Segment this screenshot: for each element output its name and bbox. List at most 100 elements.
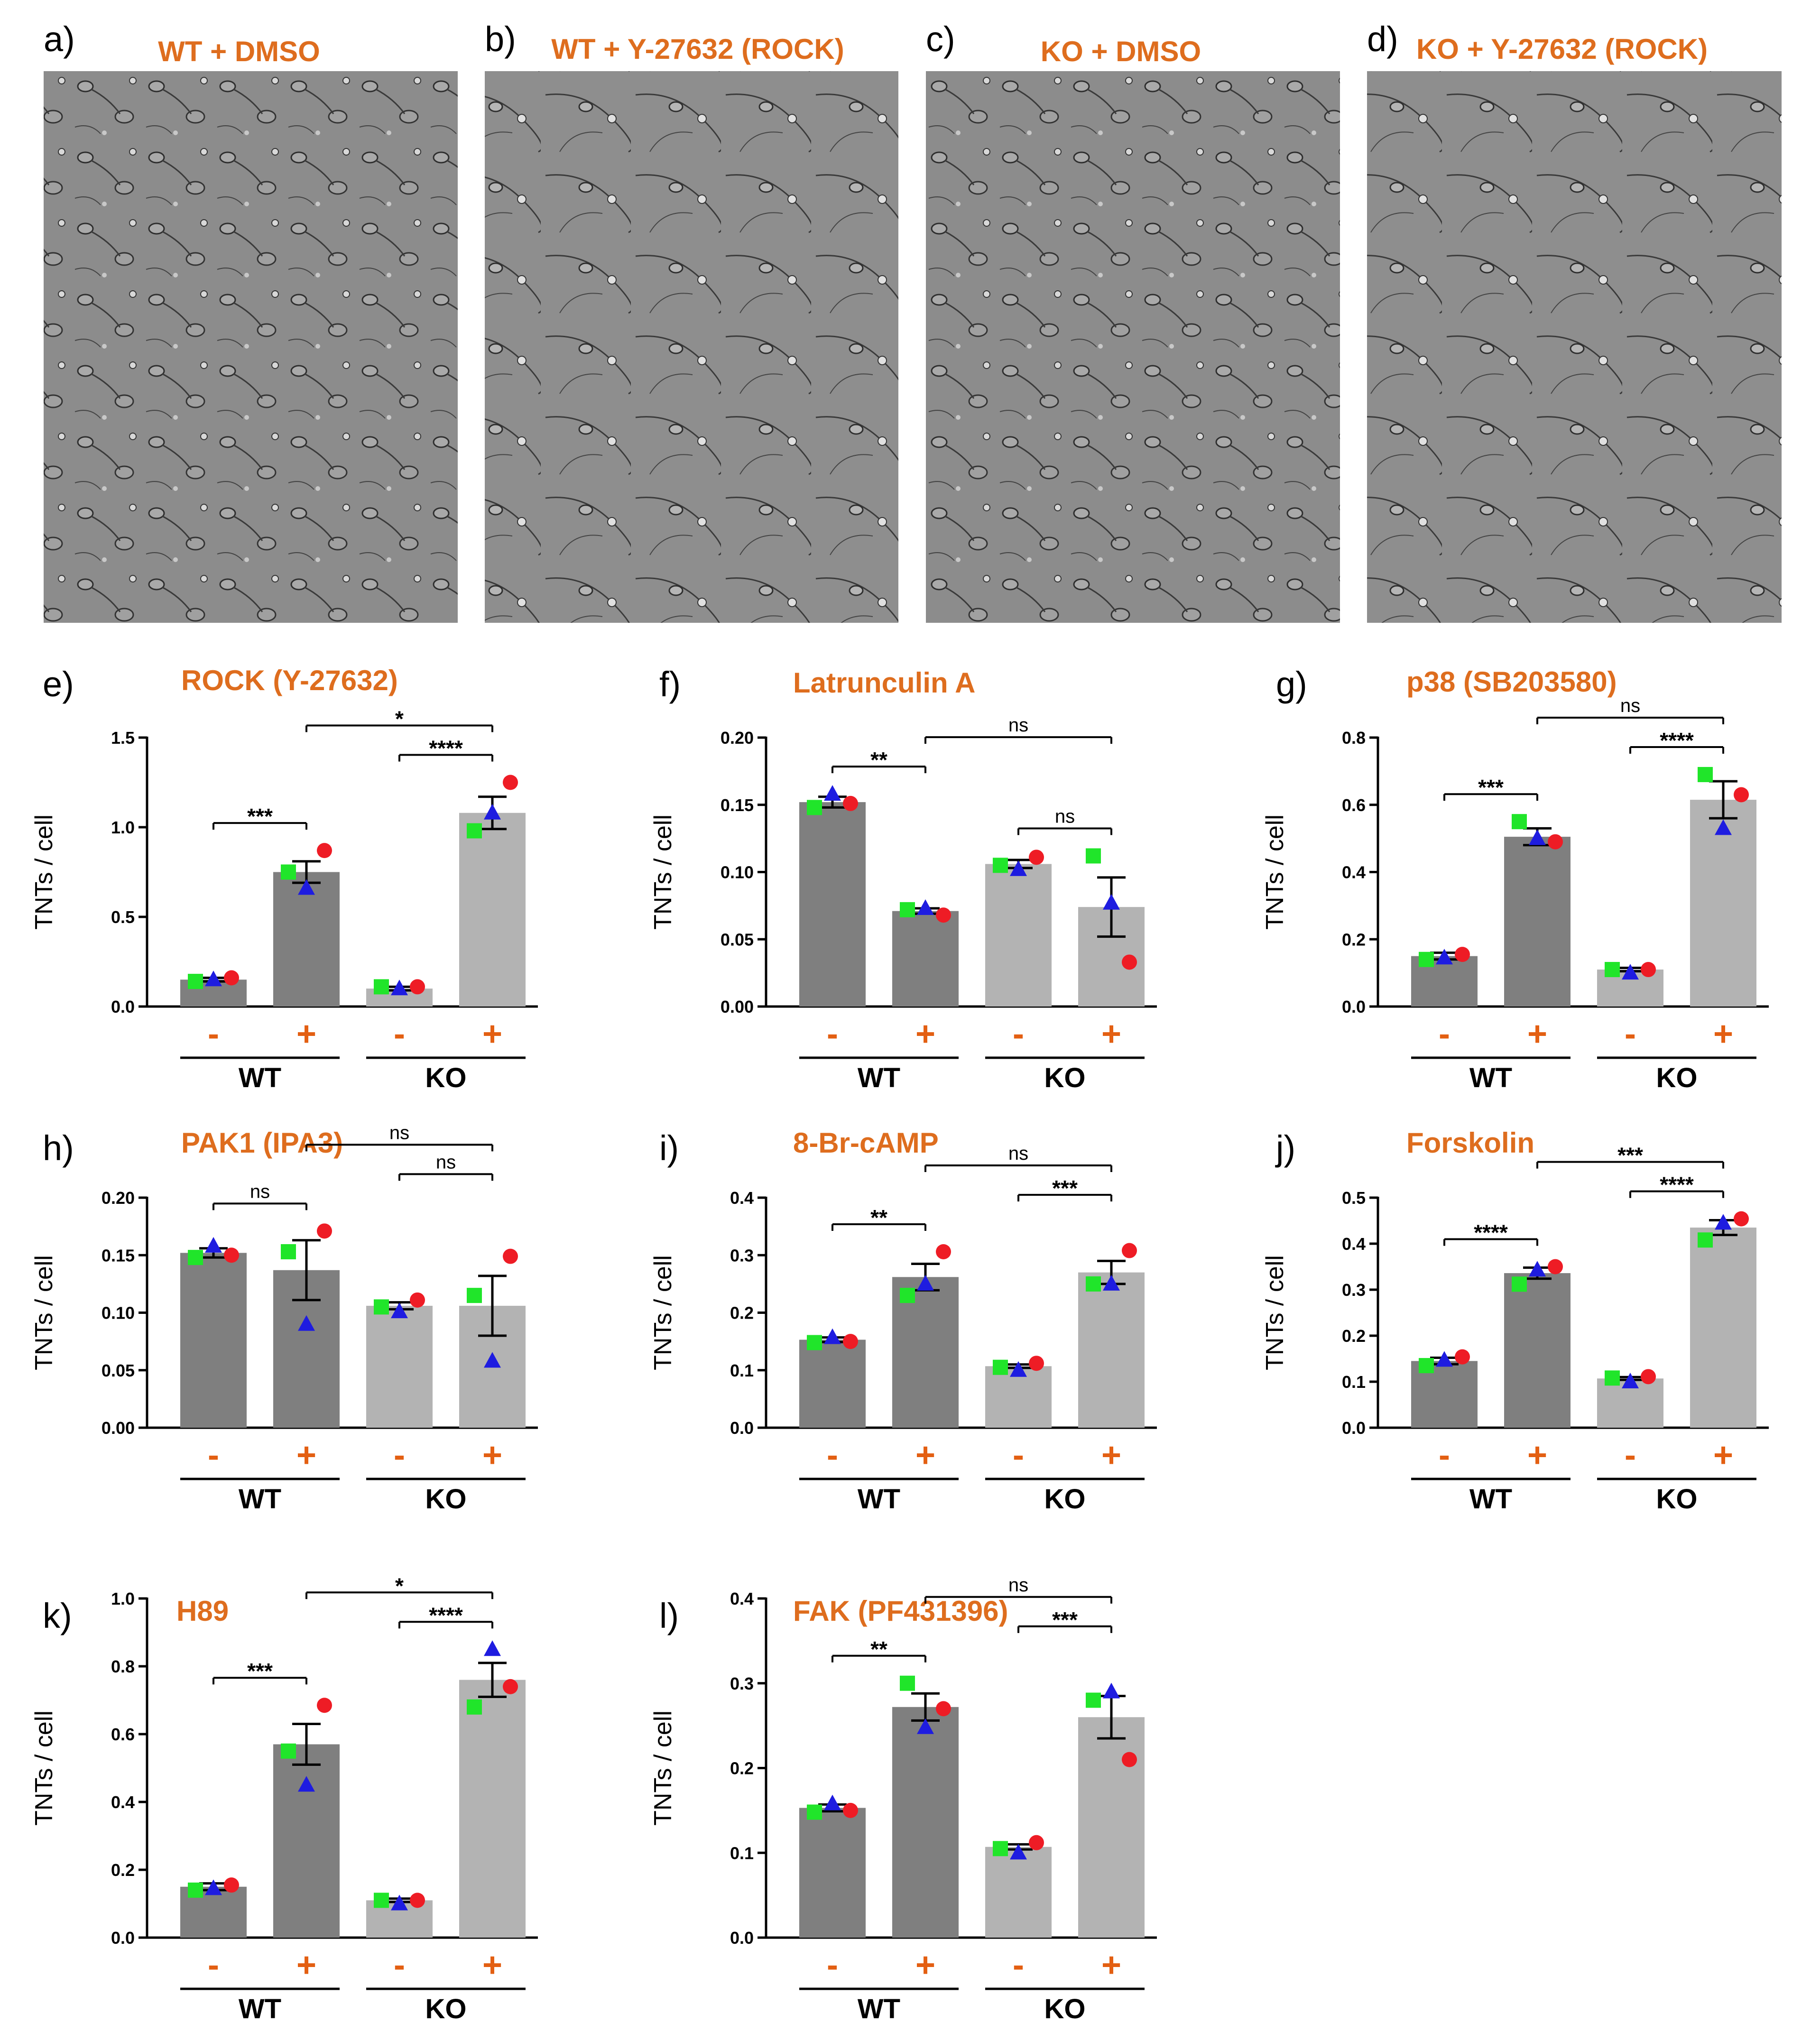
bar-wtplus xyxy=(273,1744,340,1938)
y-tick-label: 0.4 xyxy=(1342,1234,1366,1254)
chart-f: f) Latrunculin A 0.00 0.05 0.10 0.15 0.20 TNTs … xyxy=(649,665,1157,1093)
significance-bracket: **** xyxy=(1629,728,1724,754)
replicate-point-red xyxy=(936,907,951,923)
y-axis-label: TNTs / cell xyxy=(649,1255,677,1370)
group-label: KO xyxy=(1656,1062,1698,1093)
y-tick-label: 0.5 xyxy=(1342,1188,1366,1208)
y-axis-label: TNTs / cell xyxy=(649,1710,677,1826)
y-tick-label: 0.15 xyxy=(721,795,754,815)
chart-g: g) p38 (SB203580) 0.0 0.2 0.4 0.6 0.8 TNTs / ce… xyxy=(1261,665,1769,1093)
replicate-point-green xyxy=(900,1288,915,1303)
replicate-point-blue xyxy=(1622,964,1639,980)
replicate-point-green xyxy=(1086,848,1101,864)
replicate-point-blue xyxy=(1715,1214,1732,1230)
replicate-point-blue xyxy=(391,979,408,996)
replicate-point-red xyxy=(1734,1211,1749,1227)
replicate-point-green xyxy=(281,1244,296,1259)
replicate-point-blue xyxy=(484,804,501,820)
replicate-point-blue xyxy=(391,1894,408,1911)
group-label: WT xyxy=(1469,1062,1512,1093)
chart-l: l) FAK (PF431396) 0.0 0.1 0.2 0.3 0.4 TNTs / ce… xyxy=(649,1575,1157,2024)
replicate-point-green xyxy=(993,858,1008,873)
panel-label: g) xyxy=(1276,665,1307,704)
replicate-point-red xyxy=(503,1248,518,1264)
y-tick-label: 0.10 xyxy=(721,863,754,882)
replicate-point-red xyxy=(1029,1356,1044,1371)
significance-bracket: ns xyxy=(924,715,1112,744)
replicate-point-blue xyxy=(1010,1361,1027,1377)
treatment-plus: + xyxy=(1713,1015,1733,1053)
bar-charts: e) ROCK (Y-27632) 0.0 0.5 1.0 1.5 TNTs / cell *… xyxy=(30,665,1769,2024)
group-label: WT xyxy=(239,1994,281,2024)
significance-label: * xyxy=(395,1573,404,1598)
replicate-point-blue xyxy=(824,785,841,801)
y-tick-label: 0.0 xyxy=(730,1928,754,1948)
panel-label-d: d) xyxy=(1367,19,1398,59)
replicate-point-blue xyxy=(1103,1275,1120,1291)
treatment-minus: - xyxy=(827,1015,838,1053)
error-bar xyxy=(478,1662,507,1698)
treatment-plus: + xyxy=(296,1946,316,1984)
significance-label: **** xyxy=(429,736,463,761)
bar-wtplus xyxy=(892,911,959,1007)
significance-label: **** xyxy=(429,1603,463,1627)
significance-label: *** xyxy=(1052,1176,1078,1201)
replicate-point-blue xyxy=(917,1275,934,1291)
replicate-point-red xyxy=(1029,850,1044,865)
significance-label: ** xyxy=(870,1205,887,1230)
chart-title: ROCK (Y-27632) xyxy=(181,665,398,696)
replicate-point-red xyxy=(410,979,425,995)
group-label: KO xyxy=(1044,1062,1086,1093)
replicate-point-green xyxy=(1419,1358,1434,1374)
group-label: WT xyxy=(1469,1484,1512,1515)
replicate-point-green xyxy=(374,1299,389,1315)
y-tick-label: 0.0 xyxy=(730,1418,754,1438)
replicate-point-green xyxy=(374,979,389,995)
y-tick-label: 0.05 xyxy=(102,1361,135,1380)
replicate-point-green xyxy=(188,974,203,989)
y-axis-label: TNTs / cell xyxy=(30,1710,58,1826)
y-tick-label: 0.10 xyxy=(102,1303,135,1323)
treatment-plus: + xyxy=(1101,1015,1121,1053)
replicate-point-red xyxy=(843,795,858,811)
y-axis-label: TNTs / cell xyxy=(1261,1255,1289,1370)
replicate-point-red xyxy=(936,1701,951,1717)
treatment-plus: + xyxy=(482,1015,502,1053)
panel-label: e) xyxy=(43,665,74,704)
replicate-point-blue xyxy=(824,1328,841,1344)
replicate-point-blue xyxy=(205,970,222,987)
replicate-point-red xyxy=(410,1292,425,1308)
replicate-point-green xyxy=(1086,1692,1101,1708)
significance-bracket: *** xyxy=(1017,1607,1112,1633)
replicate-point-blue xyxy=(391,1302,408,1319)
y-tick-label: 0.0 xyxy=(1342,997,1366,1016)
y-axis-label: TNTs / cell xyxy=(1261,814,1289,930)
chart-title: FAK (PF431396) xyxy=(793,1595,1008,1627)
replicate-point-red xyxy=(317,843,332,859)
replicate-point-blue xyxy=(1010,1844,1027,1860)
replicate-point-green xyxy=(1605,1370,1620,1386)
bar-koplus xyxy=(1078,1272,1145,1428)
y-tick-label: 0.6 xyxy=(1342,795,1366,815)
replicate-point-green xyxy=(281,864,296,880)
replicate-point-blue xyxy=(824,1794,841,1810)
chart-j: j) Forskolin 0.0 0.1 0.2 0.3 0.4 0.5 TNTs / cell… xyxy=(1261,1127,1769,1515)
replicate-point-blue xyxy=(1103,1682,1120,1699)
replicate-point-blue xyxy=(1529,829,1546,845)
treatment-minus: - xyxy=(1625,1436,1636,1474)
y-tick-label: 0.20 xyxy=(102,1188,135,1208)
micrograph-a: a) WT + DMSO xyxy=(44,19,458,623)
replicate-point-blue xyxy=(1103,894,1120,910)
group-label: WT xyxy=(239,1062,281,1093)
group-label: WT xyxy=(858,1062,900,1093)
treatment-minus: - xyxy=(394,1436,405,1474)
significance-label: ns xyxy=(1008,1143,1028,1164)
treatment-minus: - xyxy=(208,1946,219,1984)
replicate-point-green xyxy=(1605,962,1620,978)
y-tick-label: 1.0 xyxy=(111,818,135,837)
y-tick-label: 0.3 xyxy=(1342,1280,1366,1300)
y-tick-label: 1.0 xyxy=(111,1589,135,1608)
y-tick-label: 0.15 xyxy=(102,1246,135,1265)
replicate-point-blue xyxy=(205,1237,222,1253)
